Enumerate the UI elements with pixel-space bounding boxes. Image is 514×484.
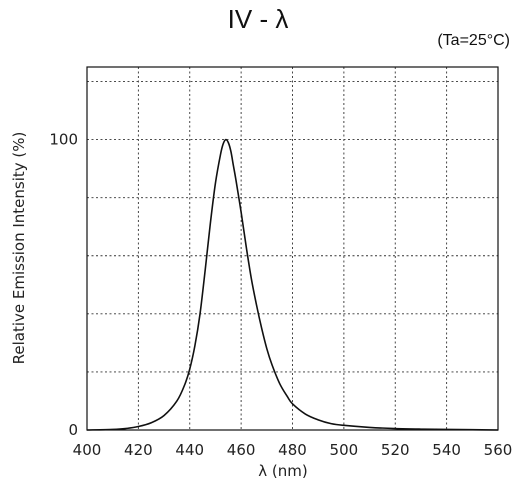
chart-title: IV - λ bbox=[228, 4, 289, 34]
x-axis-label: λ (nm) bbox=[258, 462, 307, 480]
x-tick-label: 420 bbox=[124, 441, 153, 459]
x-tick-labels: 400 420 440 460 480 500 520 540 560 bbox=[73, 441, 513, 459]
x-tick-label: 520 bbox=[381, 441, 410, 459]
x-tick-label: 480 bbox=[278, 441, 307, 459]
y-tick-label: 100 bbox=[49, 131, 78, 149]
x-tick-label: 540 bbox=[432, 441, 461, 459]
x-tick-label: 440 bbox=[175, 441, 204, 459]
x-tick-label: 400 bbox=[73, 441, 102, 459]
x-tick-label: 560 bbox=[484, 441, 513, 459]
plot-frame bbox=[86, 66, 499, 431]
y-tick-labels: 0 100 bbox=[49, 131, 78, 439]
grid bbox=[87, 67, 498, 430]
x-tick-label: 460 bbox=[227, 441, 256, 459]
y-axis-label: Relative Emission Intensity (%) bbox=[10, 132, 28, 365]
x-tick-label: 500 bbox=[330, 441, 359, 459]
series-line bbox=[86, 138, 499, 431]
measurement-condition: (Ta=25°C) bbox=[437, 32, 510, 49]
y-tick-label: 0 bbox=[68, 421, 78, 439]
